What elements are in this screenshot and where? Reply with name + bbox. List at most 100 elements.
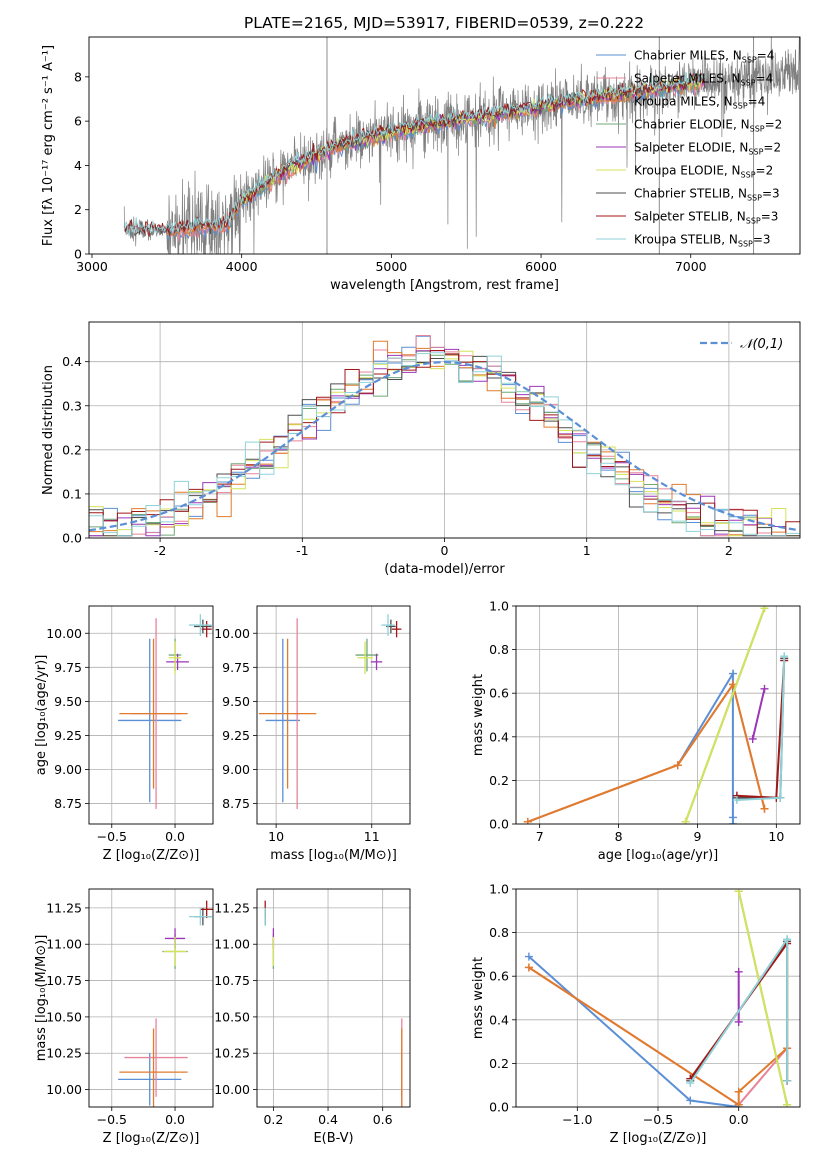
y-tick-label: 8	[74, 69, 82, 84]
plot-area-mass_vs_EBV	[264, 900, 403, 1107]
y-tick-label: 1.0	[489, 599, 509, 614]
y-tick-label: 11.00	[214, 937, 250, 952]
panel-spectrum: 3000 4000 5000 6000 7000 0 2 4 6 8 wavelength [Ang…	[41, 36, 801, 293]
x-tick-label: 4000	[226, 259, 258, 274]
x-tick-label: 11	[364, 829, 380, 844]
axes-frame	[88, 605, 214, 825]
plot-area-age_vs_Z	[118, 614, 212, 810]
grid-age_vs_Z	[89, 606, 213, 824]
panel-weight_vs_Z: −1.0 −0.5 0.0 0.0 0.2 0.4 0.6 0.8 1.0 Z [log₁₀(Z/…	[471, 882, 801, 1146]
weight-marker-krou_elodie	[734, 889, 743, 896]
y-axis-label: mass weight	[471, 957, 486, 1039]
spectrum-legend: Chabrier MILES, NSSP=4 Salpeter MILES, NS…	[596, 49, 782, 249]
legend-label-krou_miles: Kroupa MILES, NSSP=4	[634, 95, 765, 111]
legend-label-normal: 𝒩(0,1)	[740, 337, 783, 352]
y-tick-label: 10.00	[214, 1082, 250, 1097]
y-tick-label: 0.0	[489, 817, 509, 832]
weight-marker-chab_miles	[524, 952, 533, 961]
weight-marker-krou_stelib	[783, 1076, 792, 1085]
y-tick-label: 10.00	[214, 626, 250, 641]
x-tick-label: 5000	[375, 259, 407, 274]
x-tick-label: −0.5	[97, 1112, 127, 1127]
y-tick-label: 0.8	[489, 642, 509, 657]
model-spectrum-salp_miles	[166, 80, 707, 242]
x-tick-label: -2	[154, 543, 166, 558]
axes-frame	[88, 321, 801, 539]
model-spectrum-krou_stelib	[123, 72, 706, 236]
model-spectrum-krou_miles	[166, 78, 706, 237]
weight-marker-krou_stelib	[732, 796, 741, 805]
weight-marker-salp_elodie	[734, 967, 743, 976]
x-tick-label: 9	[693, 829, 701, 844]
model-spectrum-salp_stelib	[123, 72, 706, 238]
legend-label-salp_miles: Salpeter MILES, NSSP=4	[634, 72, 773, 88]
legend-label-krou_elodie: Kroupa ELODIE, NSSP=2	[634, 164, 773, 180]
legend-label-chab_stelib: Chabrier STELIB, NSSP=3	[634, 187, 780, 203]
grid-mass_vs_EBV	[257, 889, 410, 1107]
axes-frame	[88, 888, 214, 1108]
y-tick-label: 0.2	[62, 442, 82, 457]
weight-marker-chab_miles	[728, 669, 737, 678]
legend-label-chab_miles: Chabrier MILES, NSSP=4	[634, 49, 774, 65]
weight-line-krou_miles	[528, 966, 788, 1107]
x-axis-label: mass [log₁₀(M/M⊙)]	[270, 848, 397, 863]
x-axis-label: Z [log₁₀(Z/Z⊙)]	[103, 848, 200, 863]
x-tick-label: 7000	[675, 259, 707, 274]
panel-residuals: -2 -1 0 1 2 0.0 0.1 0.2 0.3 0.4 (data-model)/error…	[41, 321, 801, 577]
y-tick-label: 0.6	[489, 686, 509, 701]
y-tick-label: 10.75	[46, 973, 82, 988]
y-tick-label: 0.4	[62, 354, 82, 369]
x-tick-label: 7	[536, 829, 544, 844]
x-tick-label: 3000	[76, 259, 108, 274]
panel-age_vs_Z: −0.5 0.0 8.75 9.00 9.25 9.50 9.75 10.00 Z [log₁₀…	[34, 605, 214, 863]
x-tick-label: 0	[441, 543, 449, 558]
weight-marker-krou_stelib	[780, 652, 789, 661]
x-tick-label: 10	[268, 829, 284, 844]
plots-layer: 3000 4000 5000 6000 7000 0 2 4 6 8 wavelength [Ang…	[34, 36, 801, 1146]
weight-marker-chab_miles	[728, 820, 737, 824]
y-tick-label: 0.2	[489, 1056, 509, 1071]
x-tick-label: −0.5	[643, 1112, 673, 1127]
y-tick-label: 10.25	[46, 1046, 82, 1061]
y-tick-label: 10.50	[46, 1009, 82, 1024]
weight-line-salp_elodie	[751, 688, 766, 740]
y-tick-label: 8.75	[222, 796, 250, 811]
axes-frame	[515, 888, 801, 1108]
y-tick-label: 0.8	[489, 925, 509, 940]
y-tick-label: 0.6	[489, 969, 509, 984]
weight-marker-krou_stelib	[783, 935, 792, 944]
y-axis-label: age [log₁₀(age/yr)]	[34, 655, 49, 776]
y-tick-label: 11.25	[214, 900, 250, 915]
legend-label-salp_stelib: Salpeter STELIB, NSSP=3	[634, 210, 778, 226]
y-tick-label: 0.2	[489, 773, 509, 788]
x-axis-label: (data-model)/error	[384, 562, 505, 577]
y-tick-label: 9.75	[222, 660, 250, 675]
weight-marker-krou_miles	[524, 963, 533, 972]
y-tick-label: 0	[74, 247, 82, 262]
panel-mass_vs_EBV: 0.2 0.4 0.6 10.00 10.25 10.50 10.75 11.00 11.25 E…	[214, 888, 411, 1146]
y-tick-label: 11.00	[46, 937, 82, 952]
plot-area-weight_vs_age	[523, 606, 789, 824]
x-tick-label: −1.0	[562, 1112, 592, 1127]
weight-marker-krou_miles	[523, 817, 532, 824]
x-axis-label: E(B-V)	[313, 1131, 353, 1146]
y-tick-label: 9.50	[54, 694, 82, 709]
y-tick-label: 4	[74, 158, 82, 173]
y-tick-label: 0.0	[489, 1100, 509, 1115]
weight-marker-krou_miles	[760, 804, 769, 813]
y-axis-label: mass weight	[471, 674, 486, 756]
weight-marker-krou_miles	[734, 1087, 743, 1096]
plot-area-spectrum	[123, 37, 800, 254]
x-tick-label: 6000	[525, 259, 557, 274]
y-tick-label: 10.00	[46, 1082, 82, 1097]
weight-marker-chab_miles	[686, 1096, 695, 1105]
y-tick-label: 9.00	[222, 762, 250, 777]
weight-marker-krou_stelib	[686, 1079, 695, 1088]
plot-area-mass_vs_Z	[118, 900, 213, 1107]
grid-age_vs_mass	[257, 606, 410, 824]
weight-marker-krou_miles	[734, 1100, 743, 1107]
histogram-krou_stelib	[89, 352, 800, 537]
plot-area-weight_vs_Z	[524, 889, 792, 1107]
weight-line-krou_elodie	[737, 890, 789, 1106]
x-tick-label: 0.0	[729, 1112, 749, 1127]
